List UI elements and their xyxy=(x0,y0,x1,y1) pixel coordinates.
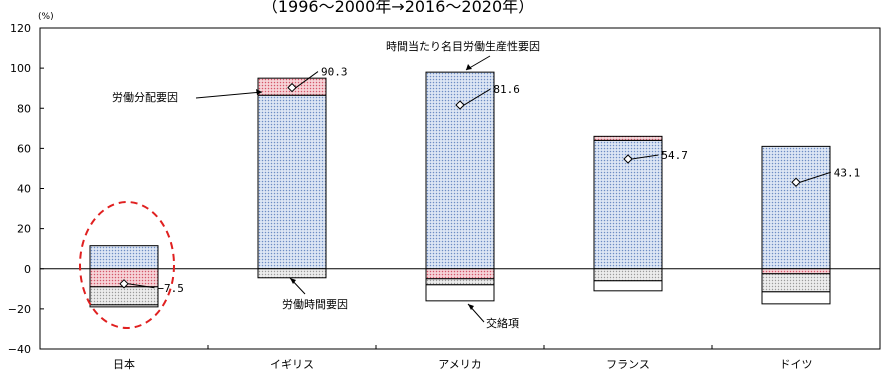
total-leader xyxy=(127,283,155,289)
total-leader xyxy=(463,88,491,106)
y-tick-label: −40 xyxy=(8,343,31,356)
x-category-label: ドイツ xyxy=(780,358,813,371)
bar-segment-2 xyxy=(425,278,495,286)
callout-arrow-interaction xyxy=(468,304,474,310)
x-category-label: 日本 xyxy=(113,357,135,371)
total-value-label: 54.7 xyxy=(661,149,688,162)
callout-line-distribution xyxy=(195,91,263,99)
callout-arrow-hours xyxy=(290,278,296,284)
y-tick-label: 120 xyxy=(10,22,31,35)
callout-arrow-productivity xyxy=(466,64,472,70)
total-leader xyxy=(799,171,831,183)
bar-segment-2 xyxy=(257,268,327,279)
chart-subtitle: （1996〜2000年→2016〜2020年） xyxy=(262,0,534,16)
callout-arrow-distribution xyxy=(256,89,262,95)
y-tick-label: 80 xyxy=(17,102,31,115)
total-leader xyxy=(631,154,659,160)
bar-segment-1 xyxy=(761,268,831,275)
total-leader xyxy=(295,71,319,88)
y-tick-label: −20 xyxy=(8,303,31,316)
bar-segment-0 xyxy=(89,245,159,270)
total-value-label: −7.5 xyxy=(157,282,184,295)
y-tick-label: 40 xyxy=(17,183,31,196)
x-axis: 日本 イギリス アメリカ フランス ドイツ xyxy=(113,345,813,371)
bar-segment-0 xyxy=(257,94,327,270)
total-marker xyxy=(623,154,633,164)
bar-segment-2 xyxy=(89,286,159,306)
bar-segment-3 xyxy=(761,291,831,305)
y-tick-label: 100 xyxy=(10,62,31,75)
annotations: −7.5 90.3 81.6 54.7 43.1 xyxy=(119,66,861,295)
bars xyxy=(89,71,831,308)
bar-segment-1 xyxy=(593,135,663,141)
x-category-label: イギリス xyxy=(270,358,314,371)
y-tick-label: 60 xyxy=(17,142,31,155)
bar-segment-3 xyxy=(89,304,159,308)
y-tick-label: 20 xyxy=(17,223,31,236)
bar-segment-2 xyxy=(593,268,663,282)
callout-label-distribution: 労働分配要因 xyxy=(112,90,178,104)
total-marker xyxy=(455,100,465,110)
y-axis: −40 −20 0 20 40 60 80 100 120 xyxy=(8,22,44,356)
callout-label-interaction: 交絡項 xyxy=(486,316,519,330)
total-marker xyxy=(119,279,129,289)
bar-segment-2 xyxy=(761,273,831,293)
bar-segment-0 xyxy=(761,145,831,270)
callout-label-productivity: 時間当たり名目労働生産性要因 xyxy=(386,39,540,53)
y-tick-label: 0 xyxy=(24,263,31,276)
x-category-label: フランス xyxy=(606,358,650,371)
y-axis-unit: (%) xyxy=(38,12,54,22)
bar-segment-1 xyxy=(425,268,495,280)
total-value-label: 43.1 xyxy=(834,166,861,179)
bar-segment-3 xyxy=(425,284,495,302)
total-marker xyxy=(287,82,297,93)
total-value-label: 81.6 xyxy=(493,83,520,96)
total-value-label: 90.3 xyxy=(321,66,348,79)
highlight-ellipse xyxy=(79,201,175,329)
x-category-label: アメリカ xyxy=(438,358,481,371)
callout-label-hours: 労働時間要因 xyxy=(282,297,348,311)
total-marker xyxy=(791,177,801,187)
bar-segment-3 xyxy=(593,280,663,292)
